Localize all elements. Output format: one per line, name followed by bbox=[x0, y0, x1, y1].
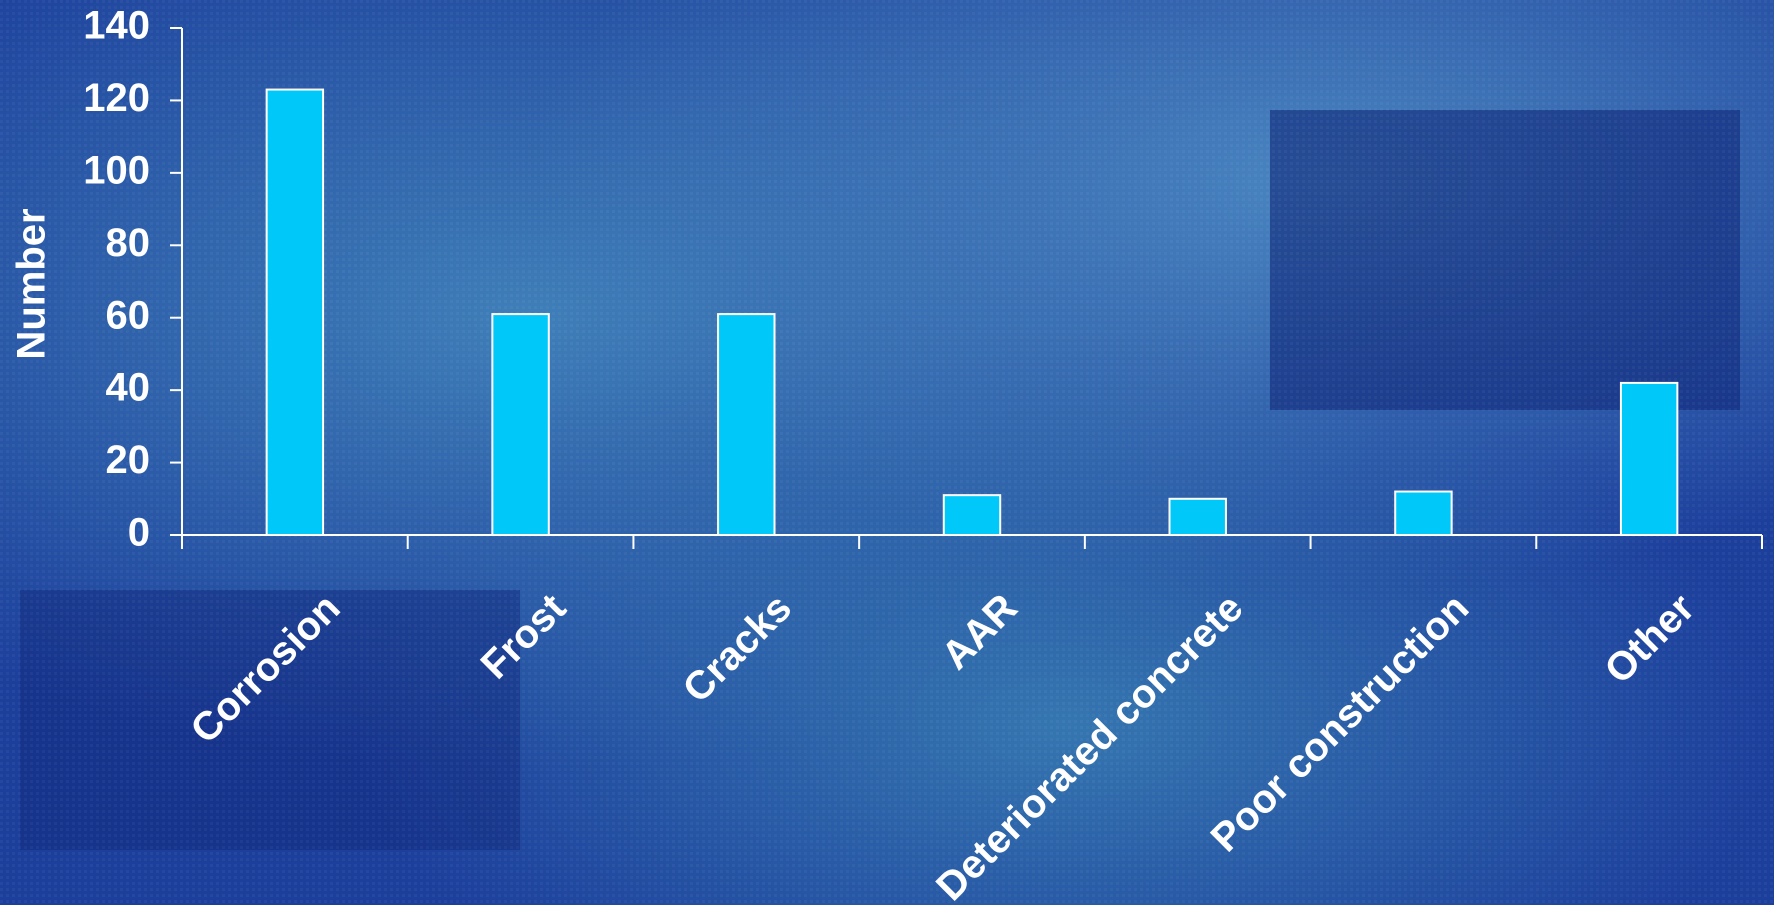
y-tick-label: 0 bbox=[128, 511, 150, 555]
y-tick-label: 80 bbox=[106, 221, 151, 265]
y-tick-label: 60 bbox=[106, 293, 151, 337]
bar bbox=[1168, 497, 1227, 536]
bar bbox=[1394, 490, 1453, 536]
y-tick-label: 40 bbox=[106, 366, 151, 410]
y-tick-label: 100 bbox=[83, 148, 150, 192]
bar bbox=[491, 313, 550, 537]
y-tick-label: 120 bbox=[83, 76, 150, 120]
y-tick-label: 140 bbox=[83, 4, 150, 48]
y-axis-label: Number bbox=[10, 208, 54, 359]
y-tick-label: 20 bbox=[106, 438, 151, 482]
bar bbox=[1619, 381, 1679, 536]
bar bbox=[265, 88, 325, 536]
bar bbox=[717, 313, 776, 537]
bar bbox=[942, 494, 1002, 536]
